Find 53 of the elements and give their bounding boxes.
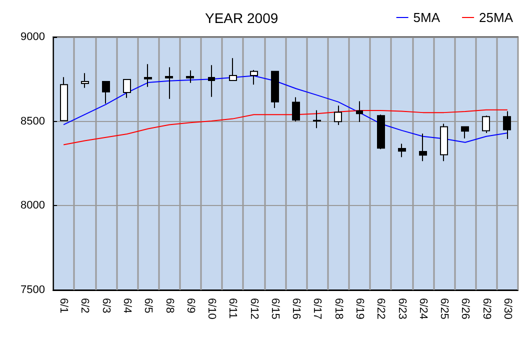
candlestick: [102, 81, 110, 104]
candlestick: [186, 70, 194, 84]
x-tick-label: 6/11: [226, 298, 239, 319]
candlestick: [250, 70, 258, 86]
x-tick-label: 6/23: [396, 298, 408, 320]
chart-title: YEAR 2009: [205, 10, 278, 26]
y-tick-label: 8000: [20, 200, 45, 212]
x-tick-label: 6/17: [311, 298, 324, 320]
candlestick: [81, 72, 89, 88]
candlestick: [208, 64, 215, 98]
x-tick-label: 6/8: [163, 298, 176, 314]
legend-label: 5MA: [413, 10, 440, 25]
candlestick: [440, 123, 448, 162]
x-tick-label: 6/16: [290, 298, 302, 320]
candlestick: [398, 143, 406, 158]
x-tick-label: 6/9: [184, 298, 196, 314]
x-tick-label: 6/15: [268, 298, 281, 320]
candlestick: [144, 64, 152, 88]
x-tick-label: 6/1: [58, 298, 70, 314]
x-tick-label: 6/26: [459, 298, 472, 320]
y-tick-label: 7500: [20, 284, 45, 296]
x-tick-label: 6/18: [332, 298, 344, 320]
x-tick-label: 6/5: [142, 298, 154, 314]
candlestick: [334, 105, 342, 126]
x-tick-label: 6/4: [120, 298, 133, 314]
candlestick: [60, 76, 68, 122]
candlestick: [482, 115, 490, 134]
x-tick-label: 6/22: [374, 298, 387, 320]
x-tick-label: 6/25: [438, 298, 450, 320]
candlestick: [229, 58, 237, 82]
line-series: [63, 75, 508, 143]
x-tick-label: 6/10: [206, 298, 218, 320]
line-series: [63, 109, 508, 146]
y-tick-label: 8500: [20, 115, 45, 128]
candlestick: [377, 114, 385, 150]
legend-label: 25MA: [479, 10, 514, 25]
x-tick-label: 6/29: [480, 298, 492, 320]
candlestick: [313, 110, 321, 129]
candlestick: [419, 133, 427, 162]
x-tick-label: 6/30: [501, 298, 514, 320]
x-tick-label: 6/24: [416, 298, 429, 320]
candlestick: [271, 70, 279, 109]
candlestick: [165, 66, 173, 100]
x-tick-label: 6/2: [78, 298, 91, 314]
candlestick: [461, 126, 469, 139]
candlestick: [123, 79, 131, 98]
candlestick: [503, 110, 511, 140]
candlestick: [292, 96, 300, 122]
y-tick-label: 9000: [20, 31, 45, 43]
x-tick-label: 6/12: [248, 298, 260, 320]
candlestick: [356, 100, 363, 123]
x-tick-label: 6/19: [353, 298, 366, 320]
x-tick-label: 6/3: [100, 298, 112, 314]
